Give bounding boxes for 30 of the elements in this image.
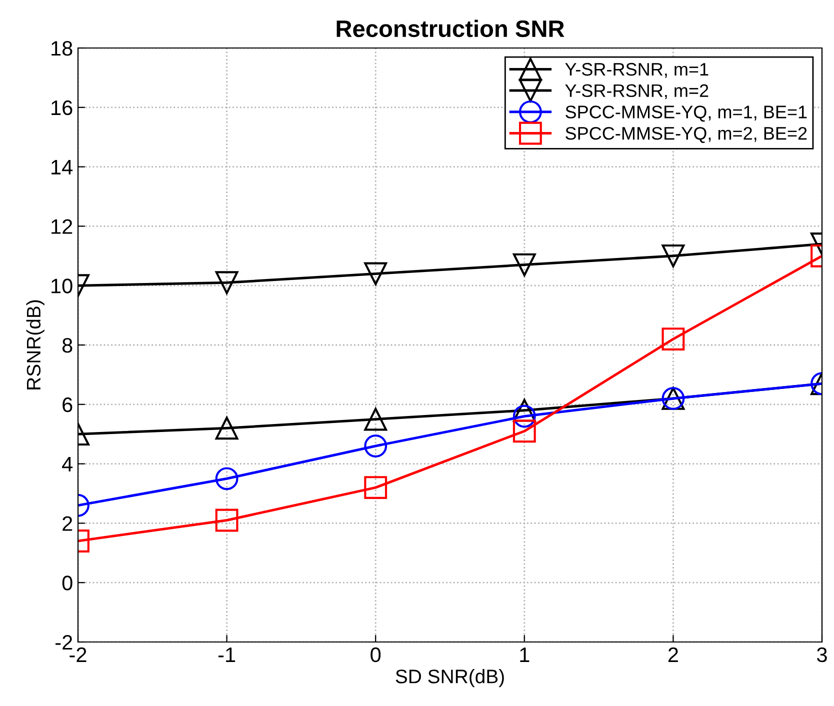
point xyxy=(364,408,388,431)
y-tick-label: 4 xyxy=(62,457,73,472)
y-tick-label: 18 xyxy=(52,41,72,56)
legend-label: SPCC-MMSE-YQ, m=1, BE=1 xyxy=(566,106,807,122)
x-axis-title: SD SNR(dB) xyxy=(396,669,504,688)
y-tick-label: 2 xyxy=(62,516,72,531)
y-tick-label: 10 xyxy=(52,278,72,294)
x-tick-label: 1 xyxy=(520,648,530,662)
x-tick-label: 0 xyxy=(370,647,381,662)
point xyxy=(512,420,536,443)
y-axis-title: RSNR(dB) xyxy=(26,300,44,390)
y-tick-label: -2 xyxy=(56,635,72,650)
point xyxy=(364,262,388,286)
x-tick-label: 3 xyxy=(817,647,827,662)
point xyxy=(364,434,388,458)
legend-label: Y-SR-RSNR, m=2 xyxy=(565,84,708,100)
point xyxy=(512,253,536,276)
x-tick-label: 2 xyxy=(668,647,678,662)
y-tick-label: 6 xyxy=(62,397,72,412)
y-tick-label: 12 xyxy=(52,219,72,234)
point xyxy=(364,476,388,500)
chart-title: Reconstruction SNR xyxy=(336,20,564,38)
x-tick-label: -1 xyxy=(218,648,236,662)
legend-label: SPCC-MMSE-YQ, m=2, BE=2 xyxy=(566,126,807,143)
legend-label: Y-SR-RSNR, m=1 xyxy=(565,62,708,78)
y-tick-label: 8 xyxy=(62,338,72,353)
point xyxy=(512,404,536,428)
y-tick-label: 14 xyxy=(52,160,73,174)
y-tick-label: 16 xyxy=(52,100,72,116)
y-tick-label: 0 xyxy=(62,576,72,590)
